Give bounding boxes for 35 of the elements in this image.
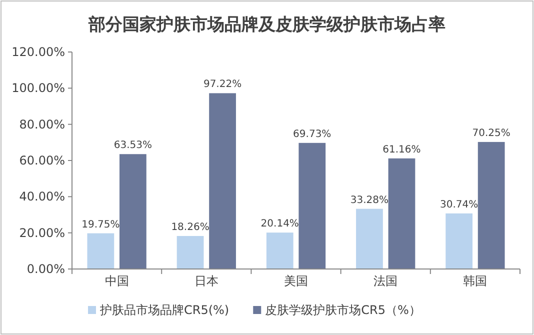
bar — [446, 213, 473, 269]
x-tick-label: 中国 — [104, 274, 129, 288]
y-tick-label: 0.00% — [26, 262, 65, 276]
data-label: 18.26% — [171, 222, 210, 233]
y-tick-label: 120.00% — [12, 45, 65, 59]
x-tick-label: 韩国 — [463, 274, 488, 288]
bar — [388, 158, 416, 269]
data-label: 69.73% — [293, 128, 332, 140]
x-tick-label: 日本 — [194, 274, 218, 288]
bar — [356, 208, 383, 269]
bar — [209, 93, 236, 269]
y-tick-label: 20.00% — [19, 226, 65, 240]
data-label: 30.74% — [440, 199, 478, 210]
x-tick-label: 美国 — [284, 274, 308, 288]
bar — [266, 232, 294, 269]
y-tick-label: 60.00% — [19, 154, 65, 168]
legend-label: 皮肤学级护肤市场CR5（%） — [265, 303, 421, 317]
data-label: 70.25% — [472, 128, 510, 139]
data-label: 97.22% — [203, 79, 242, 90]
y-tick-label: 80.00% — [19, 117, 65, 132]
data-label: 61.16% — [382, 144, 421, 156]
chart-title: 部分国家护肤市场品牌及皮肤学级护肤市场占率 — [88, 15, 446, 35]
data-label: 33.28% — [350, 194, 389, 206]
bar — [176, 236, 204, 269]
data-label: 63.53% — [114, 140, 152, 152]
bar — [119, 154, 146, 269]
y-tick-label: 40.00% — [19, 190, 65, 204]
data-label: 20.14% — [260, 218, 299, 230]
legend-label: 护肤品市场品牌CR5(%) — [99, 303, 230, 317]
data-label: 19.75% — [82, 219, 120, 230]
y-tick-label: 100.00% — [12, 81, 65, 96]
bar — [87, 233, 114, 269]
x-tick-label: 法国 — [374, 274, 398, 288]
bar — [478, 142, 505, 269]
bar — [298, 142, 326, 269]
